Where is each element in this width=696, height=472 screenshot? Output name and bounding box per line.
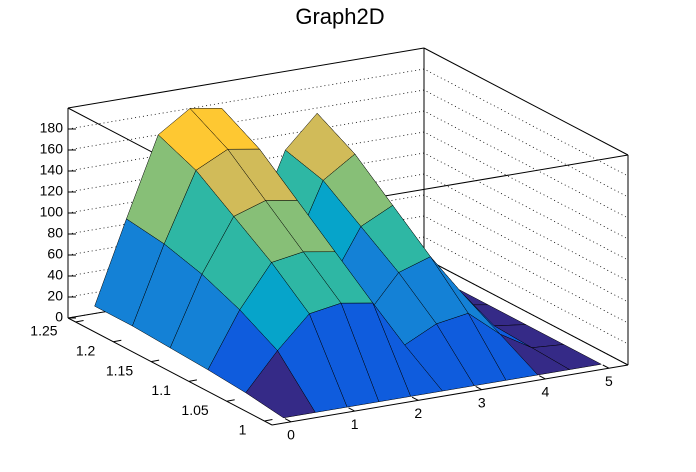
y-tick-label: 1.1 [151,382,171,398]
surface-cell [245,350,316,419]
x-tick-label: 3 [478,394,486,410]
y-tick [75,319,84,323]
x-tick [411,396,419,401]
z-tick-label: 20 [47,288,63,304]
x-tick-label: 2 [414,405,422,421]
y-tick-label: 1 [239,422,247,438]
y-tick [188,379,197,382]
x-tick [475,385,483,391]
z-tick-label: 60 [47,246,63,262]
z-tick-label: 160 [40,141,64,157]
x-tick-label: 5 [605,373,613,389]
x-tick-label: 0 [287,426,295,442]
y-tick-label: 1.25 [30,323,57,339]
x-tick [602,364,610,369]
y-tick [151,359,160,363]
y-tick [113,339,122,343]
box-edge [423,47,629,156]
z-tick-label: 80 [47,225,63,241]
y-tick-label: 1.2 [76,342,96,358]
y-tick-label: 1.05 [181,402,208,418]
x-tick-label: 1 [351,416,359,432]
box-edge [67,47,425,109]
z-tick-label: 40 [47,267,63,283]
z-tick-label: 140 [40,162,64,178]
x-tick-label: 4 [541,384,549,400]
z-tick-label: 180 [40,120,64,136]
y-tick [264,419,273,422]
x-tick [539,375,546,380]
z-tick-label: 0 [55,309,63,325]
z-tick-label: 120 [40,183,64,199]
x-tick [348,407,355,412]
z-tick-label: 100 [40,204,64,220]
x-tick [284,418,292,423]
grid-line [67,68,629,177]
y-tick-label: 1.15 [106,362,133,378]
box-edge [271,364,629,426]
chart-title: Graph2D [295,4,384,29]
box-edge [423,257,629,366]
box-edge [67,317,273,426]
y-tick [226,399,235,402]
